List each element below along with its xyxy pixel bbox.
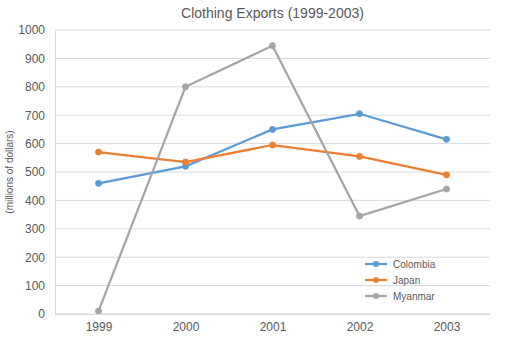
series-marker xyxy=(96,149,102,155)
legend-item: Myanmar xyxy=(365,291,435,302)
y-tick-label: 0 xyxy=(38,307,45,321)
y-tick-label: 900 xyxy=(25,52,45,66)
y-tick-label: 800 xyxy=(25,80,45,94)
series-marker xyxy=(183,159,189,165)
series-marker xyxy=(270,126,276,132)
legend: Colombia Japan Myanmar xyxy=(365,259,436,302)
series-marker xyxy=(444,136,450,142)
legend-marker xyxy=(373,277,379,283)
x-tick-label: 1999 xyxy=(86,320,113,334)
y-tick: 900 xyxy=(25,52,55,66)
y-axis-title: (millions of dollars) xyxy=(4,130,15,213)
y-axis-line xyxy=(55,31,56,315)
series-line xyxy=(99,145,447,175)
series-marker xyxy=(357,213,363,219)
series-marker xyxy=(444,186,450,192)
x-tick-label: 2000 xyxy=(173,320,200,334)
x-tick: 2002 xyxy=(347,314,374,334)
y-tick: 100 xyxy=(25,279,55,293)
series-marker xyxy=(270,142,276,148)
grid-line xyxy=(55,172,490,173)
grid-line xyxy=(55,285,490,286)
y-tick: 500 xyxy=(25,165,55,179)
y-tick-label: 600 xyxy=(25,137,45,151)
grid xyxy=(55,30,490,314)
y-tick: 200 xyxy=(25,251,55,265)
y-tick: 300 xyxy=(25,222,55,236)
series-marker xyxy=(96,180,102,186)
series-marker xyxy=(357,153,363,159)
legend-label: Japan xyxy=(393,275,420,286)
y-tick-label: 700 xyxy=(25,109,45,123)
grid-line xyxy=(55,115,490,116)
grid-line xyxy=(55,58,490,59)
grid-line xyxy=(55,228,490,229)
series-line xyxy=(99,114,447,184)
x-tick-label: 2003 xyxy=(434,320,461,334)
series-line xyxy=(99,46,447,312)
legend-marker xyxy=(373,293,379,299)
legend-item: Colombia xyxy=(365,259,436,270)
series-marker xyxy=(357,111,363,117)
grid-line xyxy=(55,200,490,201)
y-tick-label: 300 xyxy=(25,222,45,236)
x-tick: 2003 xyxy=(434,314,461,334)
series-marker xyxy=(96,308,102,314)
x-axis: 1999 2000 2001 2002 2003 xyxy=(56,314,491,334)
y-tick: 700 xyxy=(25,109,55,123)
x-tick: 2000 xyxy=(173,314,200,334)
y-tick: 600 xyxy=(25,137,55,151)
y-tick: 800 xyxy=(25,80,55,94)
chart: 0 100 200 300 400 500 600 700 800 900 1000 1999 2000… xyxy=(0,0,512,338)
x-tick: 2001 xyxy=(260,314,287,334)
x-tick: 1999 xyxy=(86,314,113,334)
legend-item: Japan xyxy=(365,275,420,286)
legend-label: Colombia xyxy=(393,259,436,270)
plot-area: 0 100 200 300 400 500 600 700 800 900 1000 1999 2000… xyxy=(18,23,490,333)
y-tick: 1000 xyxy=(18,23,55,37)
y-tick-label: 100 xyxy=(25,279,45,293)
y-tick-label: 500 xyxy=(25,165,45,179)
x-tick-label: 2002 xyxy=(347,320,374,334)
grid-line xyxy=(55,30,490,31)
y-tick: 0 xyxy=(38,307,55,321)
x-axis-line xyxy=(56,314,491,315)
y-tick-label: 1000 xyxy=(18,23,45,37)
series-marker xyxy=(270,43,276,49)
y-tick-label: 200 xyxy=(25,251,45,265)
y-tick-label: 400 xyxy=(25,194,45,208)
legend-marker xyxy=(373,261,379,267)
chart-title: Clothing Exports (1999-2003) xyxy=(181,5,364,21)
y-tick: 400 xyxy=(25,194,55,208)
y-axis: 0 100 200 300 400 500 600 700 800 900 1000 xyxy=(18,23,55,321)
series-marker xyxy=(183,84,189,90)
series-group xyxy=(96,43,450,314)
grid-line xyxy=(55,86,490,87)
series-marker xyxy=(444,172,450,178)
x-tick-label: 2001 xyxy=(260,320,287,334)
legend-label: Myanmar xyxy=(393,291,435,302)
grid-line xyxy=(55,314,490,315)
